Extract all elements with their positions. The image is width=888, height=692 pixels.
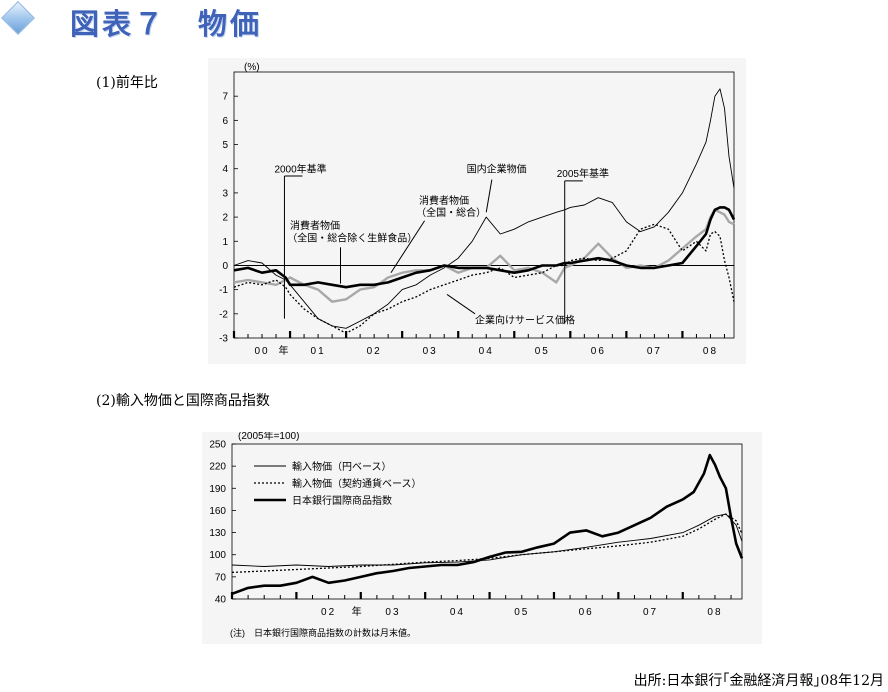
annotation-label: 2000年基準 bbox=[274, 162, 326, 175]
unit-label: (2005年=100) bbox=[238, 432, 299, 442]
x-tick-label: 00 bbox=[254, 346, 269, 357]
y-tick-label: 6 bbox=[222, 116, 228, 127]
x-tick-label: 05 bbox=[514, 607, 529, 618]
chart2-svg: 40 70 100 130 160 190 220 250 (2005年=100) 02 年 03 04… bbox=[209, 429, 744, 638]
annotation-pointer bbox=[390, 220, 426, 273]
series-line-2 bbox=[231, 513, 743, 574]
x-tick-label: 06 bbox=[579, 607, 594, 618]
annotation-label: 国内企業物価 bbox=[467, 162, 527, 175]
x-tick-label: 08 bbox=[707, 607, 722, 618]
x-tick-label: 03 bbox=[385, 607, 400, 618]
x-tick-label: 02 bbox=[321, 607, 336, 618]
annotation-pointer bbox=[446, 294, 476, 315]
series-line-1 bbox=[231, 513, 743, 567]
y-tick-label: 250 bbox=[209, 440, 226, 451]
x-tick-label: 03 bbox=[423, 346, 438, 357]
x-tick-label: 06 bbox=[591, 346, 606, 357]
chart-note: (注) 日本銀行国際商品指数の計数は月末値。 bbox=[230, 627, 416, 638]
y-tick-label: 5 bbox=[222, 140, 228, 151]
y-tick-label: 40 bbox=[215, 595, 227, 606]
series-line-2 bbox=[233, 208, 735, 303]
series-line-3 bbox=[231, 453, 744, 596]
y-tick-label: 2 bbox=[222, 213, 228, 224]
x-tick-label: 07 bbox=[647, 346, 662, 357]
legend-label: 日本銀行国際商品指数 bbox=[292, 494, 392, 507]
y-tick-label: 190 bbox=[209, 484, 226, 495]
annotation-label: 2005年基準 bbox=[557, 167, 609, 180]
section1-label: (1)前年比 bbox=[96, 75, 158, 91]
x-tick-label: 07 bbox=[643, 607, 658, 618]
legend-label: 輸入物価（契約通貨ベース） bbox=[292, 477, 422, 490]
y-tick-label: 4 bbox=[222, 164, 228, 175]
page-header: 図表７ 物価 bbox=[0, 0, 888, 41]
plot-frame bbox=[231, 443, 743, 600]
y-tick-label: 130 bbox=[209, 528, 226, 539]
y-tick-label: -3 bbox=[219, 334, 228, 345]
annotation-label: 企業向けサービス価格 bbox=[475, 313, 575, 326]
plot-frame bbox=[233, 71, 735, 339]
y-tick-label: 3 bbox=[222, 188, 228, 199]
annotation-label: （全国・総合除く生鮮食品） bbox=[287, 231, 417, 244]
y-tick-label: 100 bbox=[209, 550, 226, 561]
x-tick-label: 年 bbox=[352, 605, 364, 618]
x-tick-label: 04 bbox=[479, 346, 494, 357]
y-tick-label: -2 bbox=[219, 309, 228, 320]
x-tick-label: 04 bbox=[450, 607, 465, 618]
unit-label: (%) bbox=[244, 62, 260, 73]
series-line-3 bbox=[233, 206, 736, 289]
x-tick-label: 08 bbox=[703, 346, 718, 357]
legend-label: 輸入物価（円ベース） bbox=[292, 460, 392, 473]
x-tick-label: 01 bbox=[311, 346, 326, 357]
y-tick-label: -1 bbox=[219, 285, 228, 296]
annotation-label: 消費者物価 bbox=[419, 194, 469, 207]
section2-label: (2)輸入物価と国際商品指数 bbox=[96, 393, 270, 409]
chart2-panel: 40 70 100 130 160 190 220 250 (2005年=100) 02 年 03 04… bbox=[202, 429, 762, 644]
x-tick-label: 05 bbox=[535, 346, 550, 357]
x-tick-label: 02 bbox=[367, 346, 382, 357]
y-tick-label: 0 bbox=[222, 261, 228, 272]
chart1-panel: -3 -2 -1 0 1 2 3 4 5 6 7 (%) 00 年 01 02 03 04 05 06 07 08 2000… bbox=[208, 58, 746, 364]
series-line-4 bbox=[233, 223, 735, 334]
annotation-label: 消費者物価 bbox=[290, 219, 340, 232]
annotation-pointer bbox=[485, 179, 493, 213]
source-note: 出所:日本銀行｢金融経済月報｣08年12月 bbox=[633, 673, 884, 689]
y-tick-label: 70 bbox=[215, 572, 227, 583]
x-tick-label: 年 bbox=[278, 344, 290, 357]
y-tick-label: 220 bbox=[209, 462, 226, 473]
page-title: 図表７ 物価 bbox=[70, 7, 263, 41]
y-tick-label: 1 bbox=[222, 237, 228, 248]
annotation-label: （全国・総合） bbox=[416, 206, 486, 219]
diamond-bullet-icon bbox=[1, 1, 35, 35]
y-tick-label: 7 bbox=[222, 92, 228, 103]
y-tick-label: 160 bbox=[209, 506, 226, 517]
